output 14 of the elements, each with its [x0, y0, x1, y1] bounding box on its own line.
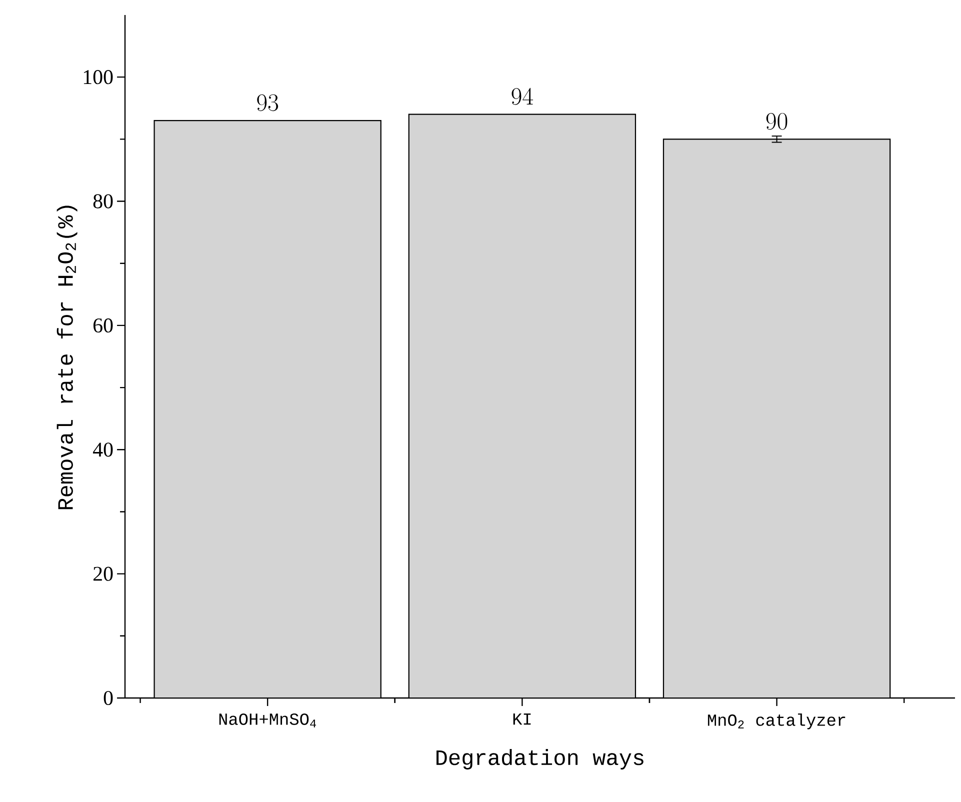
x-tick-label: NaOH+MnSO$_{4}$ [219, 713, 316, 728]
x-tick-label: KI [513, 713, 531, 725]
data-label: 94 [512, 88, 534, 105]
data-label: 93 [257, 94, 278, 112]
y-tick-label: 100 [84, 70, 113, 84]
y-axis-title: Removal rate for H$_{2}$O$_{2}$(%) [56, 206, 78, 510]
y-tick-label: 20 [94, 566, 113, 581]
y-tick-label: 60 [93, 318, 113, 333]
x-axis-title: Degradation ways [436, 749, 644, 770]
y-tick-label: 40 [92, 442, 113, 457]
data-label: 90 [766, 112, 788, 130]
x-tick-label: MnO$_{2}$ catalyzer [708, 713, 846, 730]
y-tick-label: 80 [93, 194, 113, 208]
y-tick-label: 0 [104, 690, 113, 706]
